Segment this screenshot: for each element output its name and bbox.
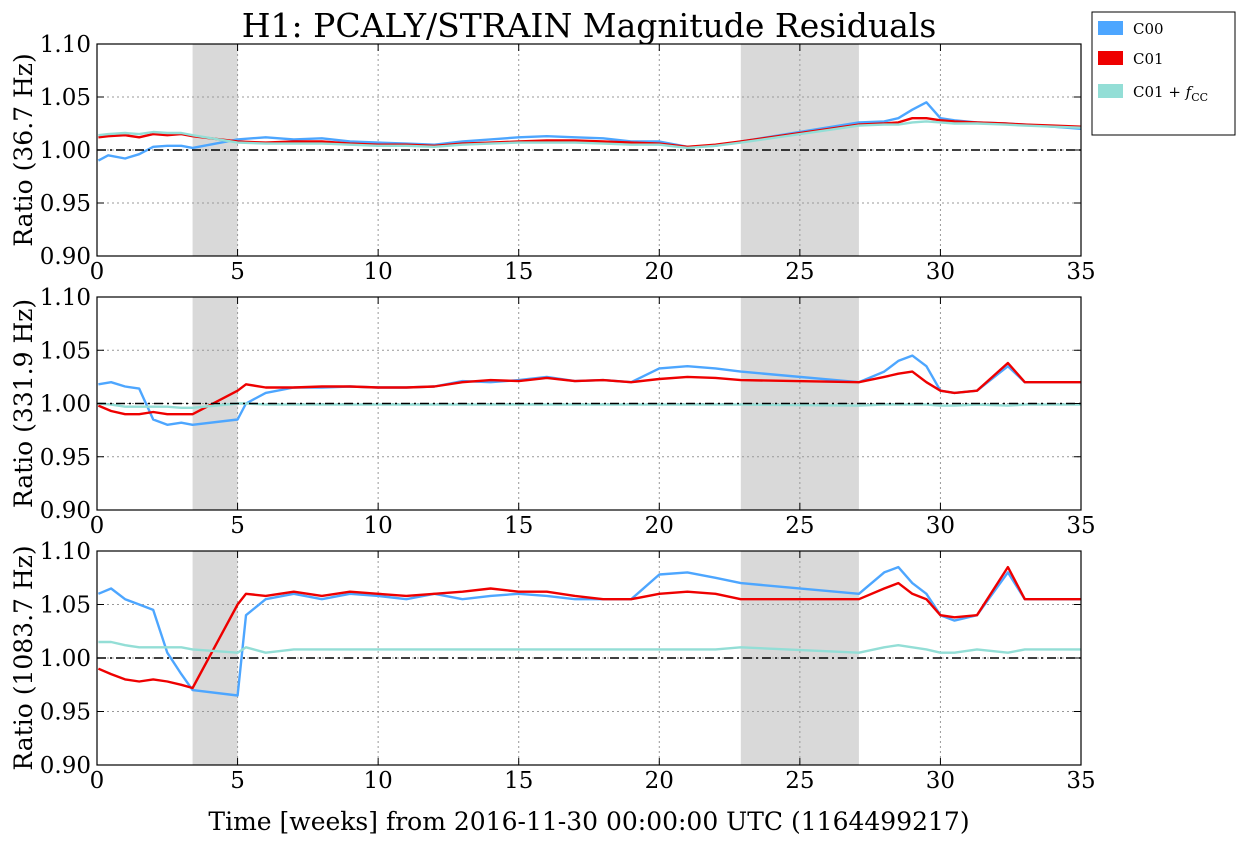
legend-swatch xyxy=(1098,51,1123,65)
series-group xyxy=(98,567,1081,695)
x-tick-label: 0 xyxy=(90,513,105,539)
panel-2: 0 5 10 15 20 25 30 35 0.90 0.95 1.00 1.05 1.10Ratio … xyxy=(9,285,1096,539)
y-tick-label: 1.00 xyxy=(40,392,91,418)
x-tick-label: 25 xyxy=(785,259,814,285)
series-line-c00 xyxy=(98,567,1081,695)
legend-label: C00 xyxy=(1133,20,1164,38)
x-tick-label: 20 xyxy=(645,259,674,285)
x-tick-label: 10 xyxy=(364,259,393,285)
y-tick-label: 1.00 xyxy=(40,646,91,672)
x-tick-label: 10 xyxy=(364,513,393,539)
legend-label: C01 xyxy=(1133,50,1164,68)
x-tick-label: 0 xyxy=(90,768,105,794)
x-tick-label: 25 xyxy=(785,768,814,794)
x-tick-label: 30 xyxy=(926,259,955,285)
y-tick-label: 0.90 xyxy=(40,244,91,270)
series-line-c00 xyxy=(98,356,1081,425)
x-tick-label: 15 xyxy=(504,259,533,285)
series-line-c00 xyxy=(98,102,1081,160)
series-group xyxy=(98,356,1081,425)
x-tick-label: 35 xyxy=(1066,259,1095,285)
y-tick-label: 0.95 xyxy=(40,445,91,471)
legend-swatch xyxy=(1098,84,1123,98)
x-tick-label: 25 xyxy=(785,513,814,539)
y-tick-label: 0.90 xyxy=(40,753,91,779)
x-tick-label: 10 xyxy=(364,768,393,794)
x-tick-label: 5 xyxy=(230,513,245,539)
x-tick-label: 35 xyxy=(1066,513,1095,539)
y-axis-label: Ratio (36.7 Hz) xyxy=(9,53,38,246)
x-tick-label: 0 xyxy=(90,259,105,285)
panels: 0 5 10 15 20 25 30 350.900.951.001.051.10Ratio … xyxy=(9,32,1096,794)
x-tick-label: 30 xyxy=(926,768,955,794)
y-tick-label: 1.10 xyxy=(40,32,91,58)
x-tick-label: 20 xyxy=(645,513,674,539)
x-tick-label: 20 xyxy=(645,768,674,794)
x-tick-label: 30 xyxy=(926,513,955,539)
series-line-c01-f-cc xyxy=(98,642,1081,653)
legend-swatch xyxy=(1098,21,1123,35)
x-tick-label: 15 xyxy=(504,513,533,539)
series-group xyxy=(98,102,1081,160)
y-tick-label: 1.00 xyxy=(40,138,91,164)
y-tick-label: 1.10 xyxy=(40,539,91,565)
y-tick-label: 1.05 xyxy=(40,338,91,364)
x-tick-label: 35 xyxy=(1066,768,1095,794)
y-axis-label: Ratio (1083.7 Hz) xyxy=(9,545,38,770)
x-tick-label: 5 xyxy=(230,259,245,285)
y-tick-label: 0.95 xyxy=(40,191,91,217)
y-tick-label: 1.05 xyxy=(40,85,91,111)
y-tick-label: 1.05 xyxy=(40,593,91,619)
x-axis-label: Time [weeks] from 2016-11-30 00:00:00 UT… xyxy=(208,807,969,836)
x-tick-label: 15 xyxy=(504,768,533,794)
panel-1: 0 5 10 15 20 25 30 35 0.90 0.95 1.00 1.05 1.10Ratio … xyxy=(9,32,1096,285)
series-line-c01 xyxy=(98,363,1081,414)
chart-root: H1: PCALY/STRAIN Magnitude Residuals 0 5 1… xyxy=(0,0,1245,845)
chart-title: H1: PCALY/STRAIN Magnitude Residuals xyxy=(242,6,937,45)
series-line-c01-f-cc xyxy=(98,121,1081,147)
y-axis-label: Ratio (331.9 Hz) xyxy=(9,299,38,508)
panel-3: 0 5 10 15 20 25 30 35 0.90 0.95 1.00 1.05 1.10Ratio … xyxy=(9,539,1096,794)
x-tick-label: 5 xyxy=(230,768,245,794)
y-tick-label: 1.10 xyxy=(40,285,91,311)
y-tick-label: 0.95 xyxy=(40,700,91,726)
y-tick-label: 0.90 xyxy=(40,498,91,524)
